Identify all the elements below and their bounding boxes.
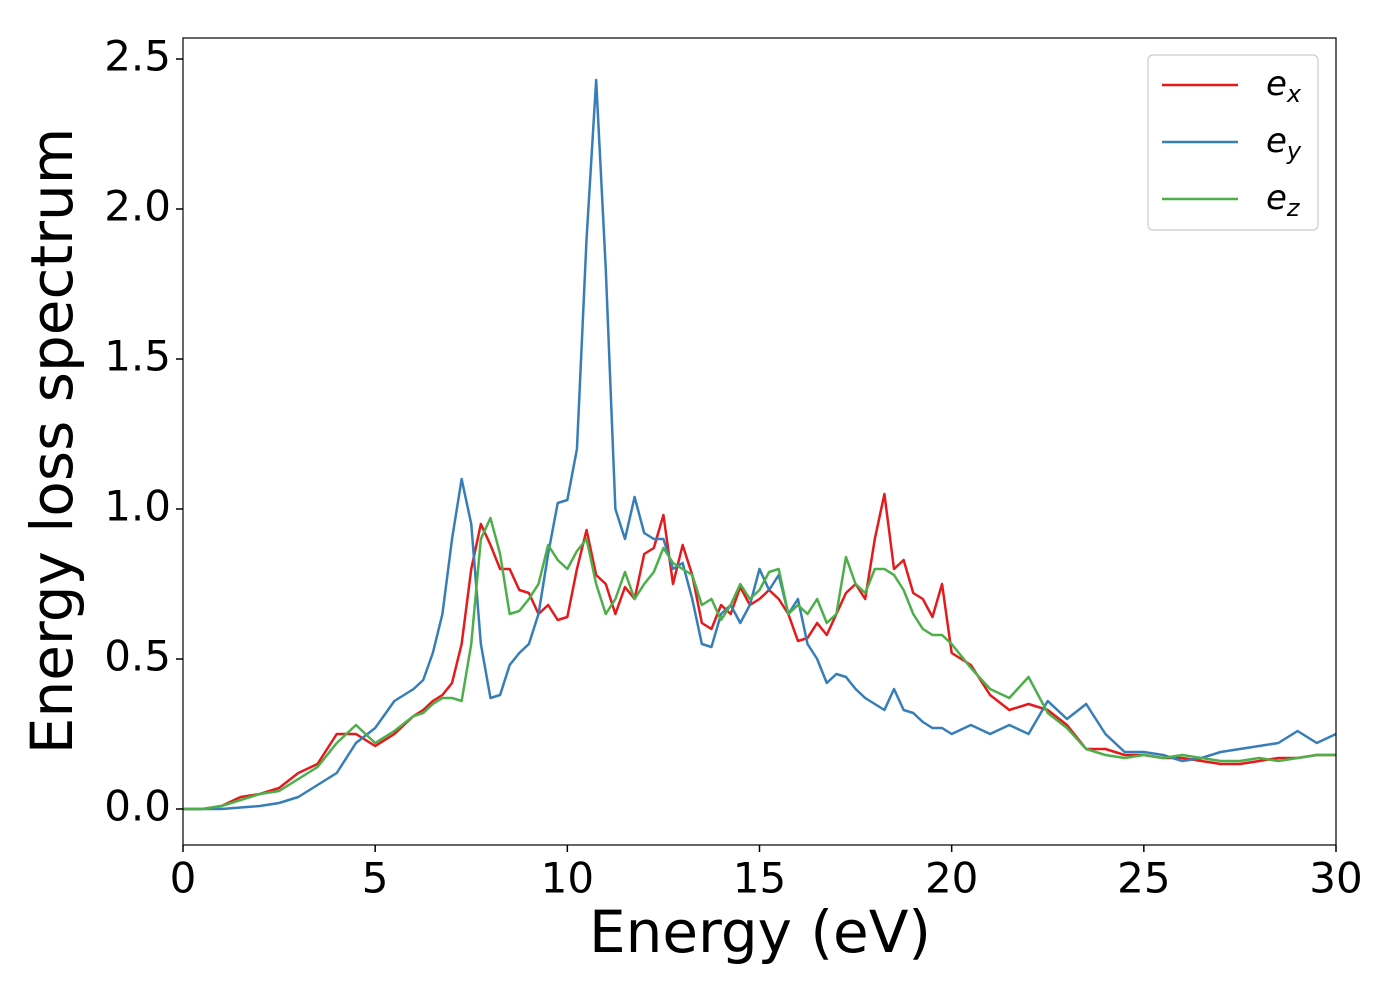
y-tick-label: 1.0 <box>104 482 171 531</box>
legend-label: ez <box>1266 178 1301 223</box>
legend-label: ey <box>1266 121 1302 166</box>
x-tick-label: 30 <box>1309 854 1362 903</box>
y-tick-label: 1.5 <box>104 332 171 381</box>
y-tick-label: 2.0 <box>104 182 171 231</box>
x-tick-label: 15 <box>733 854 786 903</box>
y-axis-label: Energy loss spectrum <box>18 128 86 754</box>
y-tick-label: 2.5 <box>104 32 171 81</box>
x-tick-label: 10 <box>541 854 594 903</box>
series-line <box>183 516 1336 811</box>
y-tick-label: 0.0 <box>104 782 171 831</box>
x-tick-label: 25 <box>1117 854 1170 903</box>
legend-label: ex <box>1266 64 1302 109</box>
y-tick-label: 0.5 <box>104 632 171 681</box>
series-line <box>183 78 1337 811</box>
x-tick-label: 20 <box>925 854 978 903</box>
x-tick-label: 0 <box>170 854 197 903</box>
plot-frame <box>182 37 1337 846</box>
x-tick-label: 5 <box>362 854 389 903</box>
x-axis-label: Energy (eV) <box>589 898 931 966</box>
series-line <box>183 492 1336 811</box>
